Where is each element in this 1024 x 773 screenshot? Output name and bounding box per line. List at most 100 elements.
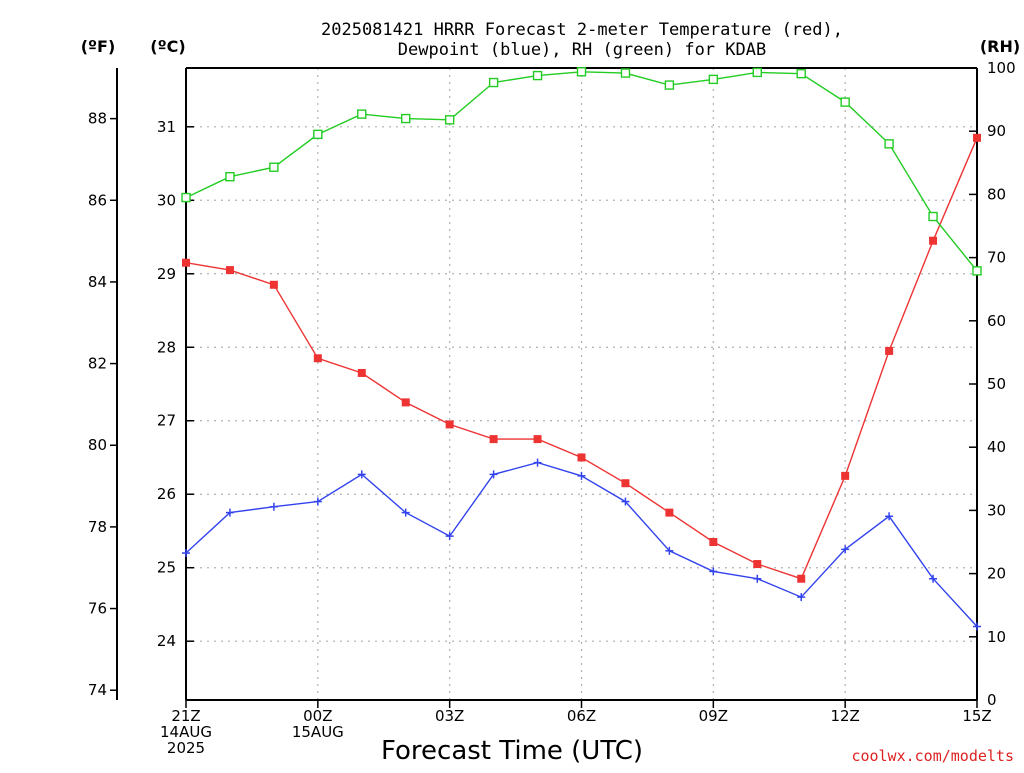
- dewpoint-point: [533, 458, 542, 467]
- x-tick-label: 06Z: [567, 707, 596, 725]
- temperature-point: [313, 354, 322, 363]
- grid-lines: [186, 68, 977, 700]
- dewpoint-point: [577, 471, 586, 480]
- x-tick-label: 2025: [167, 739, 205, 757]
- temperature-point: [929, 236, 938, 245]
- rh-tick-label: 0: [987, 691, 997, 709]
- dewpoint-point: [797, 593, 806, 602]
- chart-title-line-2: Dewpoint (blue), RH (green) for KDAB: [398, 40, 766, 60]
- temperature-point: [445, 420, 454, 429]
- series-0: [182, 133, 981, 583]
- dewpoint-point: [225, 508, 234, 517]
- temperature-point: [973, 133, 981, 142]
- temperature-point: [753, 560, 762, 569]
- temperature-point: [269, 280, 278, 289]
- dewpoint-point: [445, 532, 454, 541]
- axes: [116, 67, 978, 701]
- rh-point: [796, 68, 806, 79]
- x-axis-label: Forecast Time (UTC): [381, 736, 643, 766]
- dewpoint-point: [929, 574, 938, 583]
- rh-point: [488, 77, 499, 88]
- fahrenheit-tick-label: 84: [88, 273, 107, 291]
- rh-point: [620, 68, 631, 78]
- temperature-point: [885, 346, 894, 355]
- dewpoint-point: [313, 497, 322, 506]
- x-tick-label: 21Z: [171, 707, 200, 725]
- rh-unit-label: (RH): [980, 37, 1020, 56]
- fahrenheit-tick-label: 74: [88, 681, 107, 699]
- rh-point: [401, 113, 411, 124]
- dewpoint-point: [182, 549, 190, 558]
- temperature-point: [489, 435, 498, 444]
- temperature-point: [621, 479, 630, 488]
- rh-point: [884, 139, 894, 149]
- dewpoint-point: [665, 546, 674, 555]
- dewpoint-point: [621, 497, 630, 506]
- rh-tick-label: 90: [987, 122, 1006, 140]
- temperature-point: [182, 258, 190, 267]
- data-series: [181, 67, 982, 631]
- series-2: [181, 67, 982, 276]
- rh-tick-label: 50: [987, 375, 1006, 393]
- celsius-tick-label: 25: [157, 559, 176, 577]
- x-tick-label: 14AUG: [160, 723, 212, 741]
- series-line-0: [185, 137, 978, 580]
- celsius-tick-label: 28: [157, 338, 176, 356]
- temperature-point: [841, 471, 850, 480]
- temperature-point: [665, 508, 674, 517]
- dewpoint-point: [401, 508, 410, 517]
- rh-point: [532, 70, 543, 81]
- rh-tick-label: 30: [987, 501, 1006, 519]
- rh-point: [269, 162, 279, 172]
- fahrenheit-tick-label: 88: [88, 110, 107, 128]
- x-tick-label: 12Z: [830, 707, 859, 725]
- rh-tick-label: 60: [987, 312, 1006, 330]
- rh-point: [225, 172, 235, 182]
- fahrenheit-tick-label: 82: [88, 355, 107, 373]
- celsius-tick-label: 29: [157, 265, 176, 283]
- rh-tick-label: 80: [987, 185, 1006, 203]
- celsius-tick-label: 31: [157, 118, 176, 136]
- x-tick-label: 15AUG: [292, 723, 344, 741]
- x-tick-label: 15Z: [962, 707, 991, 725]
- dewpoint-point: [753, 574, 762, 583]
- chart-title-line-1: 2025081421 HRRR Forecast 2-meter Tempera…: [321, 20, 843, 40]
- x-tick-label: 03Z: [435, 707, 464, 725]
- dewpoint-point: [357, 470, 366, 479]
- credit-label: coolwx.com/modelts: [851, 747, 1014, 765]
- dewpoint-point: [709, 567, 718, 576]
- rh-tick-label: 100: [987, 59, 1016, 77]
- fahrenheit-tick-label: 78: [88, 518, 107, 536]
- fahrenheit-tick-label: 86: [88, 191, 107, 209]
- rh-point: [444, 115, 455, 125]
- temperature-point: [577, 453, 586, 462]
- rh-tick-label: 70: [987, 249, 1006, 267]
- series-1: [182, 458, 981, 631]
- dewpoint-point: [269, 502, 278, 511]
- celsius-tick-label: 24: [157, 632, 176, 650]
- rh-point: [972, 266, 982, 276]
- celsius-unit-label: (ºC): [150, 37, 185, 56]
- temperature-point: [533, 435, 542, 444]
- dewpoint-point: [885, 512, 894, 521]
- series-line-2: [185, 71, 978, 272]
- axis-ticks: 24 25 26 27 28 29 30 31 74 76 78 80 82 84 86 88 0 10 20 30 4…: [88, 59, 1016, 757]
- rh-point: [576, 67, 587, 77]
- dewpoint-point: [973, 622, 981, 631]
- rh-point: [664, 80, 675, 90]
- dewpoint-point: [841, 545, 850, 554]
- celsius-tick-label: 30: [157, 191, 176, 209]
- celsius-tick-label: 27: [157, 412, 176, 430]
- temperature-point: [357, 368, 366, 377]
- rh-tick-label: 10: [987, 628, 1006, 646]
- temperature-point: [709, 538, 718, 546]
- x-tick-label: 09Z: [699, 707, 728, 725]
- dewpoint-point: [489, 470, 498, 479]
- x-tick-label: 00Z: [303, 707, 332, 725]
- temperature-point: [401, 398, 410, 407]
- fahrenheit-tick-label: 80: [88, 436, 107, 454]
- rh-point: [357, 109, 367, 119]
- rh-point: [752, 67, 762, 78]
